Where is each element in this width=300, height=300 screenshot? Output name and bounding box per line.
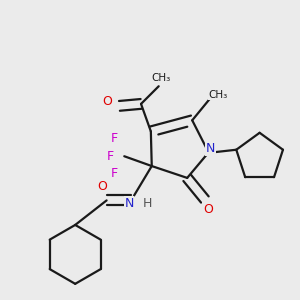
Text: CH₃: CH₃ (208, 90, 227, 100)
Text: CH₃: CH₃ (151, 74, 170, 83)
Text: O: O (97, 180, 106, 193)
Text: H: H (143, 197, 152, 210)
Text: F: F (107, 150, 114, 163)
Text: N: N (124, 197, 134, 210)
Text: O: O (203, 203, 213, 216)
Text: F: F (111, 167, 118, 180)
Text: O: O (103, 95, 112, 108)
Text: F: F (111, 132, 118, 145)
Text: N: N (206, 142, 215, 155)
